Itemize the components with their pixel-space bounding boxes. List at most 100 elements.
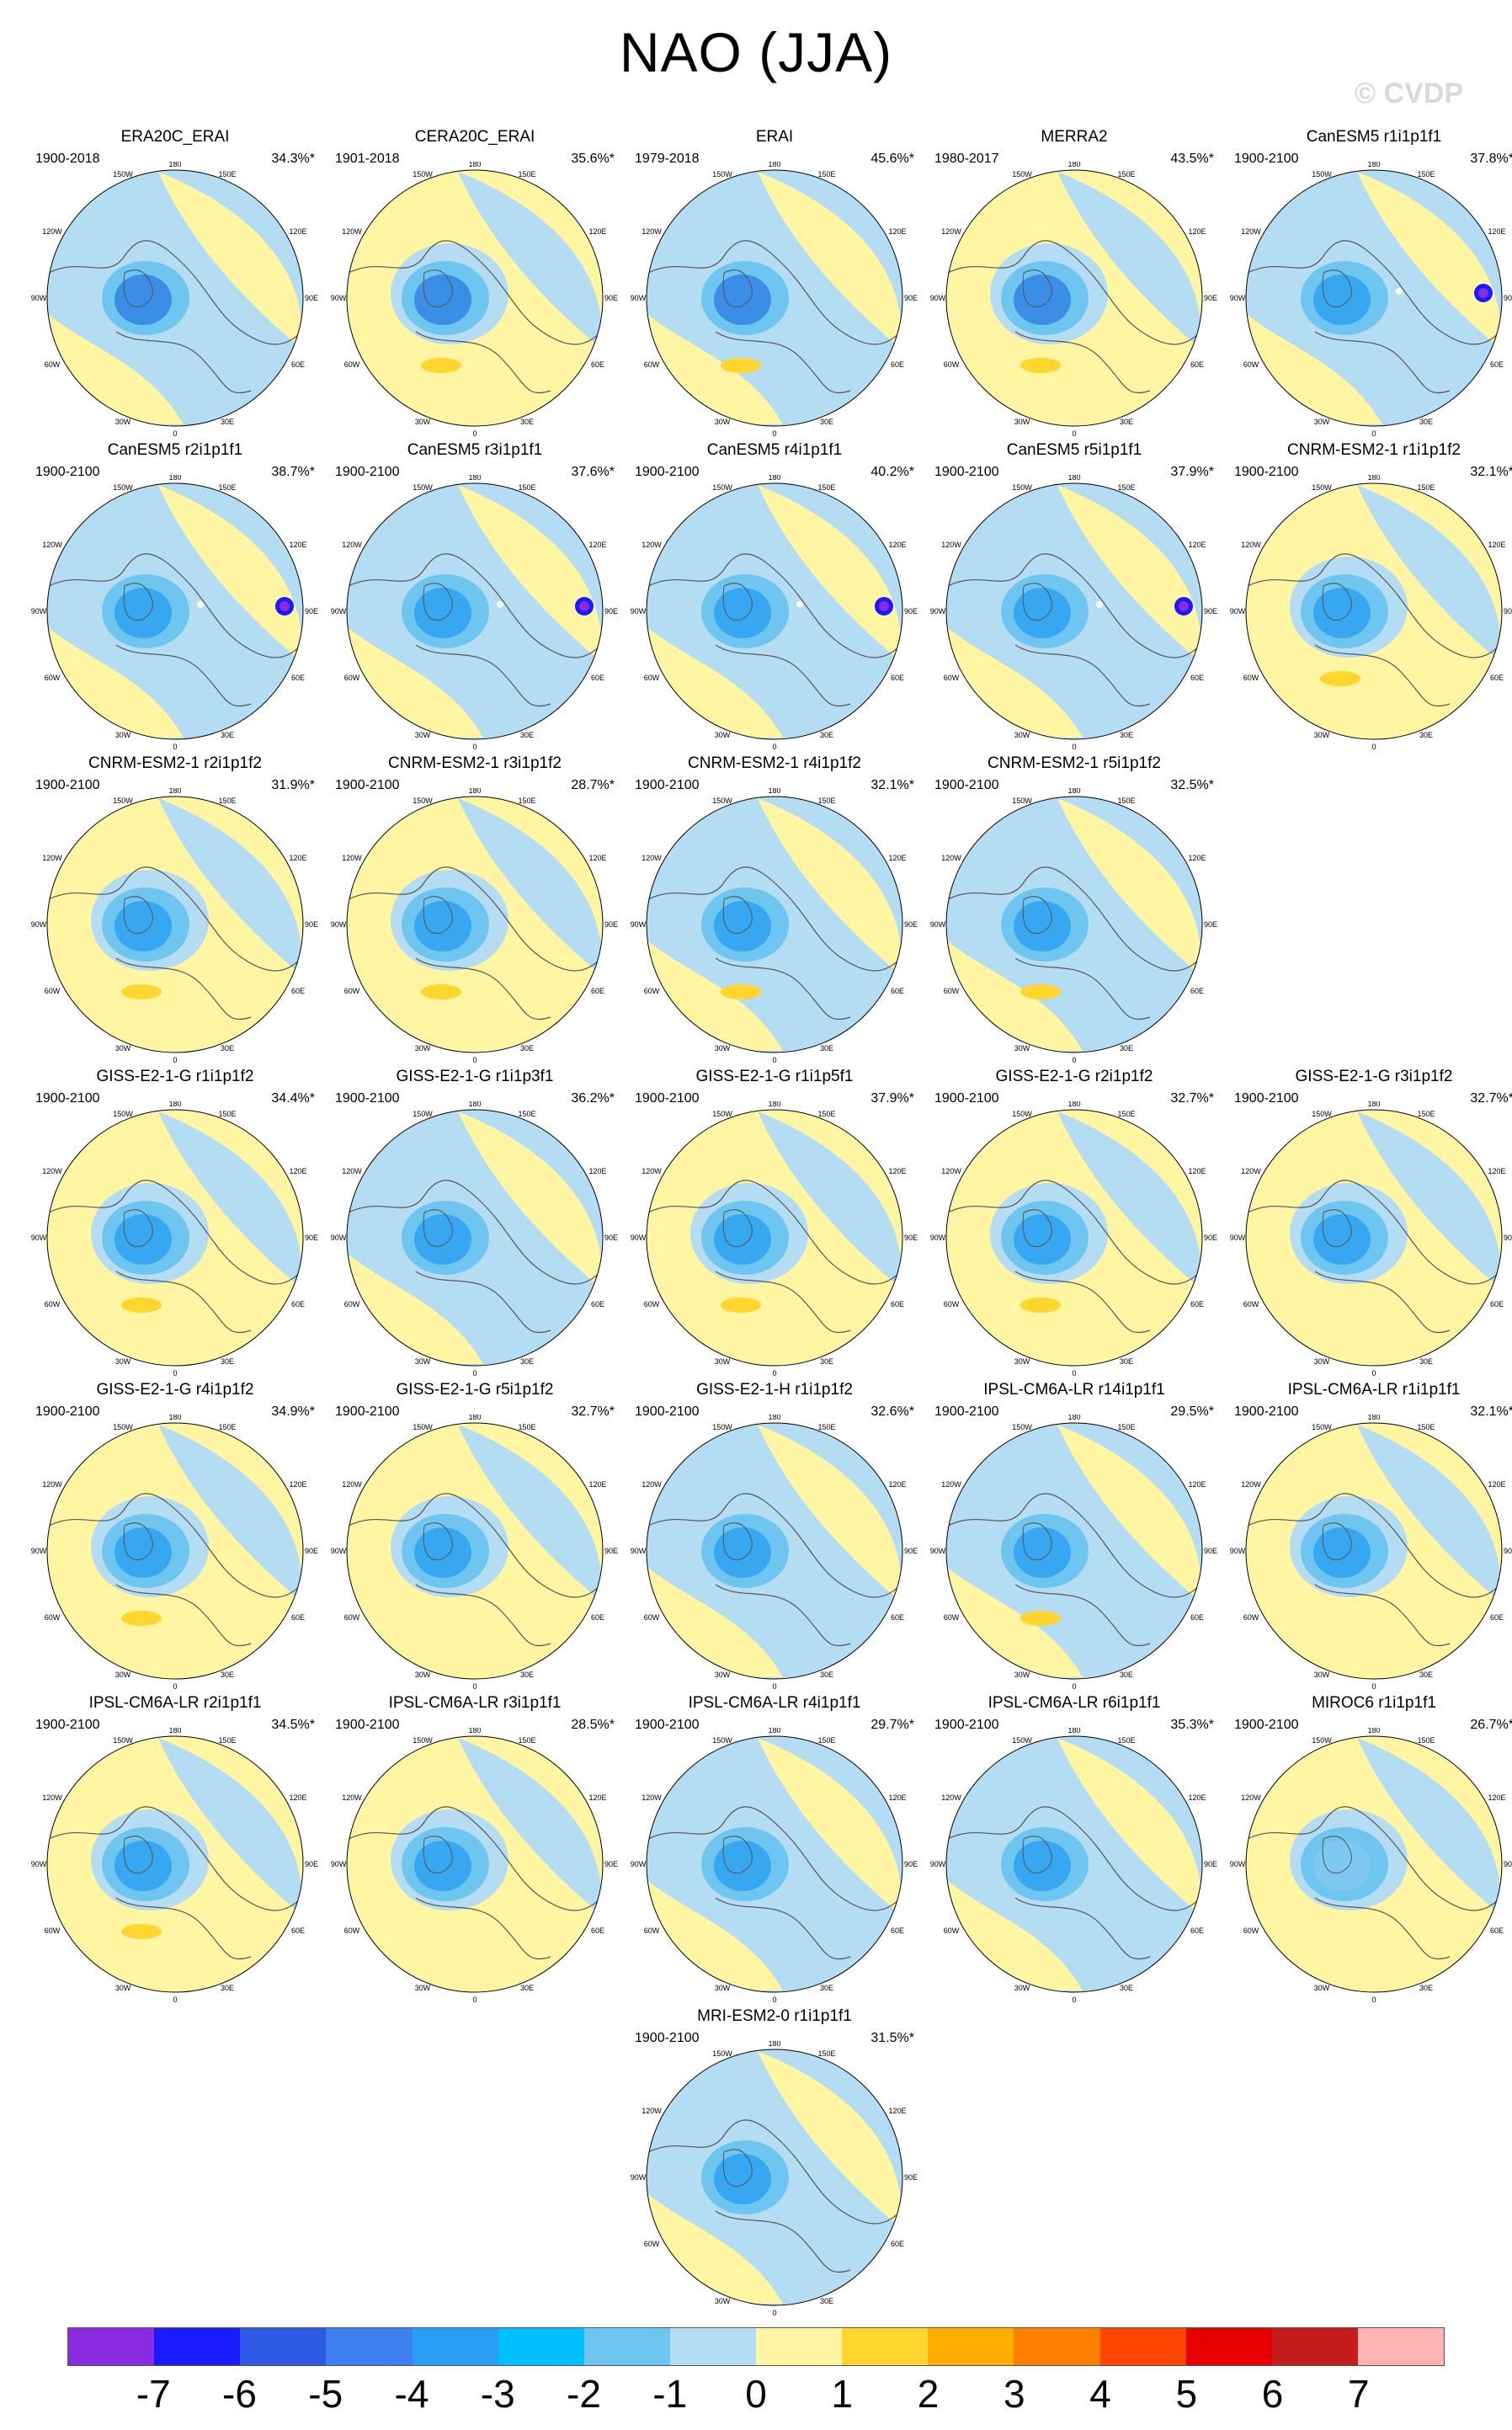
greenland-outline [722, 269, 753, 307]
coastline [1014, 644, 1151, 707]
lon-label: 30W [1014, 1671, 1030, 1679]
lon-label: 0 [472, 1056, 476, 1064]
lon-label: 180 [768, 2041, 780, 2048]
lon-label: 150W [413, 797, 433, 805]
lon-label: 0 [472, 1682, 476, 1691]
map-panel: IPSL-CM6A-LR r14i1p1f1 1900-2100 29.5%* 180… [924, 1381, 1224, 1694]
lon-label: 30E [1120, 418, 1133, 426]
map-boundary [945, 1735, 1203, 1993]
lon-label: 60E [591, 1926, 604, 1935]
coastline [1382, 264, 1501, 345]
coastline [715, 957, 851, 1020]
extreme-anomaly [1478, 288, 1488, 298]
lon-label: 30W [715, 418, 731, 426]
lon-label: 90W [631, 1547, 647, 1555]
polar-map: 180 150W 150E 120W 120E 90W 90E 60W 60E 30W 30E 0 [31, 788, 318, 1064]
greenland-outline [423, 269, 453, 307]
lon-label: 180 [768, 1728, 780, 1735]
coastline [348, 1493, 484, 1527]
colorbar-swatch [583, 2328, 670, 2365]
lon-label: 90E [904, 2173, 918, 2182]
coastline [183, 890, 302, 972]
lon-label: 90E [904, 1860, 918, 1868]
coastline [482, 890, 602, 972]
lon-label: 60W [944, 1926, 960, 1935]
lon-label: 120W [42, 541, 62, 549]
lon-label: 150E [817, 1110, 835, 1118]
lon-label: 90W [631, 607, 647, 615]
coastline [1014, 1584, 1151, 1647]
lon-label: 0 [772, 1369, 776, 1378]
polar-map: 180 150W 150E 120W 120E 90W 90E 60W 60E 30W 30E 0 [631, 1415, 918, 1691]
anomaly-core [714, 901, 771, 951]
panel-title: CNRM-ESM2-1 r4i1p1f2 [688, 754, 861, 772]
anomaly-region [1057, 1738, 1201, 1915]
map-boundary [646, 2049, 903, 2306]
colorbar-tick-label: -1 [652, 2372, 688, 2416]
panel-title: GISS-E2-1-G r1i1p5f1 [695, 1068, 854, 1085]
anomaly-region [458, 485, 602, 662]
lon-label: 60W [644, 1300, 660, 1308]
map-panel: GISS-E2-1-G r4i1p1f2 1900-2100 34.9%* 180 15… [25, 1381, 325, 1694]
lon-label: 0 [1072, 1996, 1076, 2004]
lon-label: 90W [930, 920, 946, 929]
lon-label: 30W [1014, 1044, 1030, 1052]
lon-label: 60E [1490, 1926, 1504, 1935]
lon-label: 120E [888, 1167, 906, 1175]
coastline [48, 240, 184, 274]
greenland-outline [423, 583, 453, 621]
lon-label: 180 [168, 1415, 181, 1421]
greenland-outline [423, 896, 453, 934]
lon-label: 120E [888, 1793, 906, 1802]
lon-label: 90E [1504, 607, 1512, 615]
panel-title: IPSL-CM6A-LR r14i1p1f1 [983, 1381, 1165, 1399]
lon-label: 150W [1312, 1423, 1332, 1431]
lon-label: 30E [520, 418, 534, 426]
lon-label: 60W [944, 1613, 960, 1622]
colorbar-tick-label: 1 [831, 2372, 854, 2416]
lon-label: 60W [644, 1613, 660, 1622]
lon-label: 120E [588, 1793, 606, 1802]
lon-label: 60E [891, 360, 904, 369]
polar-map: 180 150W 150E 120W 120E 90W 90E 60W 60E 30W 30E 0 [31, 475, 318, 751]
panel-title: CanESM5 r2i1p1f1 [107, 441, 243, 459]
lon-label: 150W [1012, 1110, 1032, 1118]
lon-label: 30E [820, 1984, 833, 1992]
map-field [946, 1110, 1202, 1366]
lon-label: 90E [305, 920, 318, 929]
lon-label: 150E [817, 483, 835, 492]
lon-label: 90W [631, 920, 647, 929]
polar-map: 180 150W 150E 120W 120E 90W 90E 60W 60E 30W 30E 0 [331, 788, 618, 1064]
lon-label: 150E [1417, 1423, 1435, 1431]
lon-label: 120E [588, 1167, 606, 1175]
panel-title: GISS-E2-1-H r1i1p1f2 [696, 1381, 853, 1399]
lon-label: 180 [468, 162, 481, 168]
lon-label: 30E [1120, 1357, 1133, 1366]
lon-label: 30E [520, 1357, 534, 1366]
map-field [47, 1110, 303, 1366]
lon-label: 0 [772, 1682, 776, 1691]
lon-label: 30W [1314, 731, 1330, 739]
colorbar [67, 2327, 1445, 2366]
panel-variance-percent: 37.9%* [1170, 465, 1214, 479]
polar-map: 180 150W 150E 120W 120E 90W 90E 60W 60E 30W 30E 0 [31, 1415, 318, 1691]
panel-period: 1900-2100 [635, 1091, 700, 1106]
lon-label: 180 [468, 788, 481, 795]
coastline [715, 1271, 851, 1334]
map-field [647, 1423, 902, 1679]
lon-label: 60E [1490, 1300, 1504, 1308]
anomaly-core [414, 1841, 471, 1891]
lon-label: 60W [644, 674, 660, 682]
anomaly-core [1014, 1527, 1071, 1578]
panel-period: 1900-2100 [635, 2031, 700, 2045]
coastline [715, 331, 851, 394]
lon-label: 90W [331, 920, 347, 929]
lon-label: 120E [588, 1480, 606, 1489]
coastline [415, 957, 551, 1020]
coastline [482, 1516, 602, 1598]
lon-label: 90W [1230, 294, 1246, 302]
panel-period: 1900-2100 [934, 1718, 999, 1732]
lon-label: 150W [1012, 170, 1032, 179]
polar-map: 180 150W 150E 120W 120E 90W 90E 60W 60E 30W 30E 0 [930, 788, 1217, 1064]
lon-label: 30W [1314, 1671, 1330, 1679]
